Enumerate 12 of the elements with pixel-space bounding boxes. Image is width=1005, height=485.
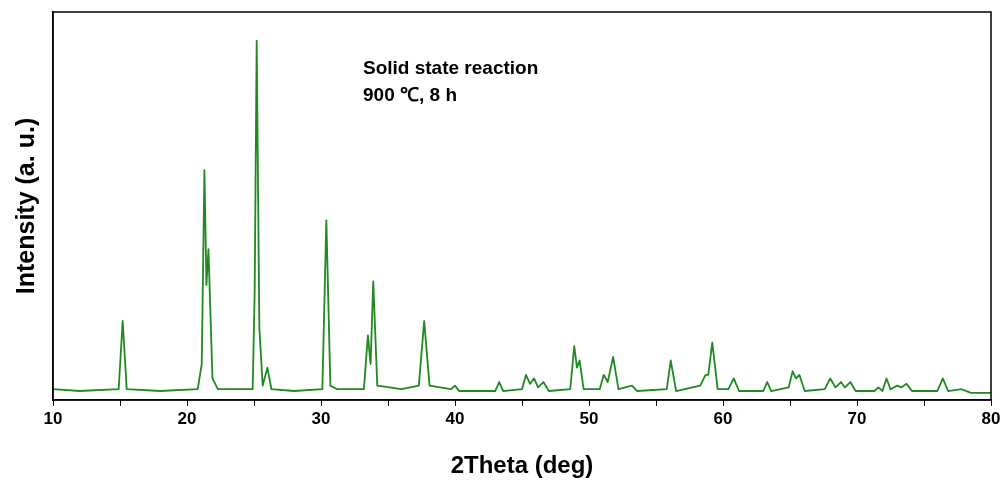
annotation: 900 ℃, 8 h	[363, 83, 457, 105]
x-tick-label: 70	[847, 408, 867, 428]
x-tick-label: 40	[445, 408, 465, 428]
x-tick-label: 20	[177, 408, 197, 428]
x-tick-label: 10	[43, 408, 63, 428]
x-tick-label: 30	[311, 408, 331, 428]
annotation: Solid state reaction	[363, 56, 539, 78]
x-tick-label: 60	[713, 408, 733, 428]
x-tick-label: 50	[579, 408, 599, 428]
x-axis-title: 2Theta (deg)	[450, 451, 594, 479]
y-axis-title: Intensity (a. u.)	[10, 117, 39, 295]
x-tick-label: 80	[981, 408, 1001, 428]
